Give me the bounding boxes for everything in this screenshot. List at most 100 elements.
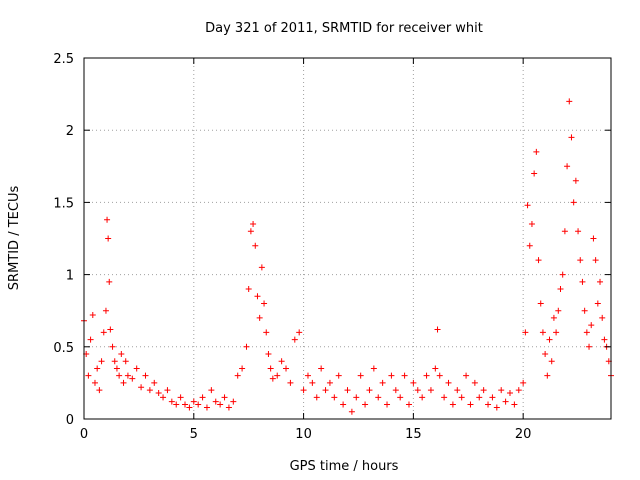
data-point xyxy=(357,372,364,379)
data-point xyxy=(146,387,153,394)
data-point xyxy=(401,372,408,379)
data-point xyxy=(570,199,577,206)
data-point xyxy=(182,401,189,408)
data-point xyxy=(572,177,579,184)
data-point xyxy=(498,387,505,394)
data-point xyxy=(467,401,474,408)
x-axis-label: GPS time / hours xyxy=(290,459,399,474)
data-point xyxy=(105,235,112,242)
data-point xyxy=(375,394,382,401)
data-point xyxy=(85,372,92,379)
data-point xyxy=(258,264,265,271)
data-point xyxy=(553,329,560,336)
data-point xyxy=(261,300,268,307)
data-point xyxy=(313,394,320,401)
data-point xyxy=(561,228,568,235)
data-point xyxy=(590,235,597,242)
data-point xyxy=(252,242,259,249)
data-point xyxy=(254,293,261,300)
data-point xyxy=(100,329,107,336)
data-point xyxy=(410,379,417,386)
data-point xyxy=(583,329,590,336)
chart-title: Day 321 of 2011, SRMTID for receiver whi… xyxy=(205,21,483,36)
data-point xyxy=(344,387,351,394)
x-tick-label: 15 xyxy=(405,427,422,442)
data-point xyxy=(528,221,535,228)
data-point xyxy=(586,343,593,350)
data-point xyxy=(124,372,131,379)
data-point xyxy=(588,322,595,329)
grid xyxy=(84,58,611,419)
data-point xyxy=(599,314,606,321)
x-tick-label: 0 xyxy=(80,427,88,442)
data-point xyxy=(318,365,325,372)
data-point xyxy=(436,372,443,379)
data-point xyxy=(537,300,544,307)
data-point xyxy=(524,202,531,209)
data-point xyxy=(445,379,452,386)
data-point xyxy=(142,372,149,379)
data-point xyxy=(122,358,129,365)
data-point xyxy=(463,372,470,379)
data-point xyxy=(245,286,252,293)
data-point xyxy=(432,365,439,372)
data-point xyxy=(89,312,96,319)
data-point xyxy=(568,134,575,141)
data-point xyxy=(217,401,224,408)
data-point xyxy=(267,365,274,372)
data-point xyxy=(546,336,553,343)
data-point xyxy=(340,401,347,408)
data-point xyxy=(91,379,98,386)
data-point xyxy=(331,394,338,401)
data-point xyxy=(109,343,116,350)
data-point xyxy=(557,286,564,293)
y-tick-label: 0 xyxy=(66,413,74,428)
data-point xyxy=(151,379,158,386)
data-point xyxy=(250,221,257,228)
data-point xyxy=(362,401,369,408)
data-point xyxy=(322,387,329,394)
data-point xyxy=(522,329,529,336)
data-point xyxy=(168,398,175,405)
data-point xyxy=(104,216,111,223)
data-point xyxy=(155,390,162,397)
data-point xyxy=(370,365,377,372)
data-point xyxy=(107,326,114,333)
data-point xyxy=(480,387,487,394)
data-point xyxy=(550,314,557,321)
data-point xyxy=(539,329,546,336)
data-point xyxy=(471,379,478,386)
data-point xyxy=(392,387,399,394)
data-point xyxy=(601,336,608,343)
data-point xyxy=(542,351,549,358)
data-point xyxy=(564,163,571,170)
data-point xyxy=(441,394,448,401)
data-point xyxy=(594,300,601,307)
data-point xyxy=(116,372,123,379)
data-point xyxy=(212,398,219,405)
data-point xyxy=(291,336,298,343)
x-tick-label: 20 xyxy=(515,427,532,442)
data-point xyxy=(419,394,426,401)
data-point xyxy=(300,387,307,394)
data-point xyxy=(221,394,228,401)
data-point xyxy=(243,343,250,350)
data-point xyxy=(405,401,412,408)
y-tick-label: 1 xyxy=(66,269,74,284)
data-point xyxy=(304,372,311,379)
data-point xyxy=(96,387,103,394)
data-point xyxy=(458,394,465,401)
data-point xyxy=(427,387,434,394)
data-point xyxy=(449,401,456,408)
data-point xyxy=(283,365,290,372)
data-point xyxy=(577,257,584,264)
data-point xyxy=(111,358,118,365)
data-point xyxy=(348,408,355,415)
data-point xyxy=(309,379,316,386)
data-point xyxy=(190,398,197,405)
data-point xyxy=(326,379,333,386)
data-point xyxy=(208,387,215,394)
data-point xyxy=(234,372,241,379)
data-point xyxy=(113,365,120,372)
